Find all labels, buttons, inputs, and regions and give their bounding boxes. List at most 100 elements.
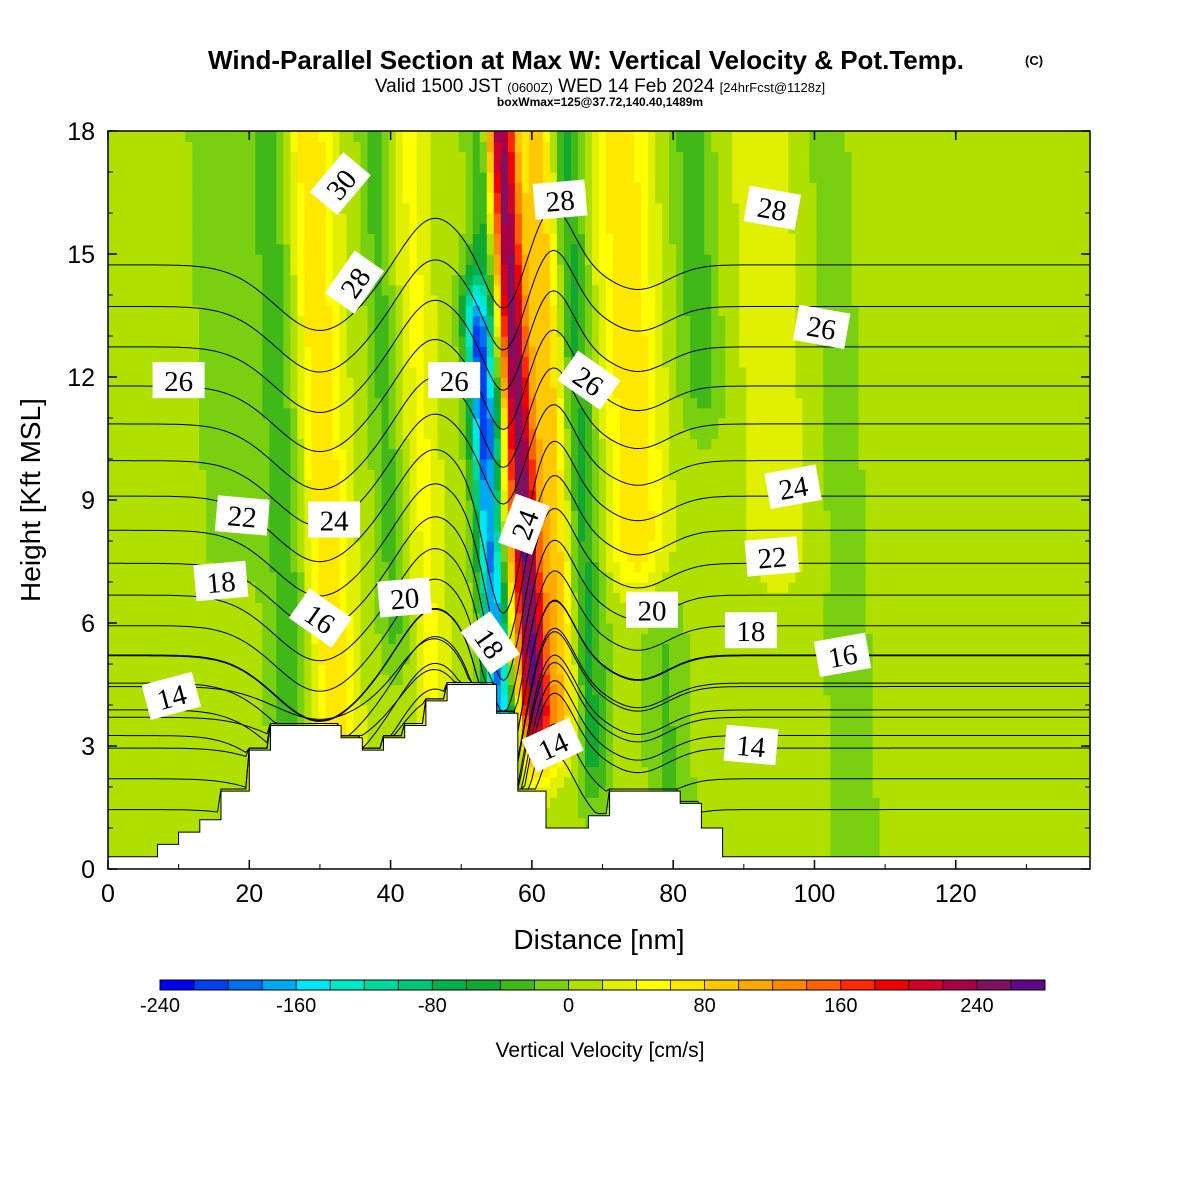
field-cell (164, 807, 172, 819)
field-cell (269, 254, 277, 265)
field-cell (507, 161, 516, 173)
field-cell (171, 141, 179, 153)
field-cell (269, 705, 277, 716)
field-cell (255, 705, 263, 716)
field-cell (318, 305, 327, 317)
field-cell (353, 397, 362, 409)
field-cell (143, 787, 151, 798)
field-cell (157, 602, 165, 614)
field-cell (486, 336, 495, 347)
field-cell (143, 807, 151, 819)
field-cell (164, 325, 172, 337)
field-cell (500, 264, 509, 276)
field-cell (325, 541, 334, 552)
field-cell (129, 479, 137, 491)
field-cell (115, 602, 123, 614)
field-cell (297, 295, 305, 306)
field-cell (164, 653, 172, 665)
field-cell (402, 489, 411, 501)
field-cell (388, 243, 397, 255)
field-cell (367, 428, 376, 440)
field-cell (535, 141, 544, 153)
field-cell (465, 356, 474, 368)
field-cell (395, 459, 404, 470)
field-cell (283, 315, 291, 327)
field-cell (164, 407, 172, 419)
field-cell (444, 541, 453, 552)
field-cell (311, 377, 320, 388)
field-cell (255, 653, 263, 665)
field-cell (283, 561, 291, 573)
field-cell (178, 633, 186, 645)
field-cell (570, 274, 579, 286)
field-cell (556, 694, 565, 706)
field-cell (521, 571, 530, 583)
field-cell (143, 735, 151, 747)
field-cell (514, 305, 523, 317)
field-cell (136, 131, 144, 142)
field-cell (241, 735, 249, 747)
field-cell (486, 592, 495, 604)
field-cell (549, 459, 558, 470)
field-cell (395, 623, 404, 634)
field-cell (472, 674, 481, 686)
field-cell (402, 479, 411, 491)
field-cell (339, 469, 348, 481)
field-cell (283, 141, 291, 153)
field-cell (556, 336, 565, 347)
field-cell (220, 182, 228, 194)
field-cell (409, 510, 418, 522)
field-cell (402, 346, 411, 358)
field-cell (542, 459, 551, 470)
field-cell (395, 346, 404, 358)
field-cell (360, 551, 369, 563)
field-cell (500, 274, 509, 286)
field-cell (157, 715, 165, 727)
field-cell (276, 377, 284, 388)
field-cell (234, 612, 242, 624)
field-cell (493, 582, 502, 593)
field-cell (563, 623, 572, 634)
field-cell (297, 131, 305, 142)
field-cell (577, 551, 586, 563)
field-cell (584, 151, 593, 163)
field-cell (206, 223, 214, 235)
field-cell (129, 325, 137, 337)
field-cell (402, 428, 411, 440)
field-cell (220, 243, 228, 255)
field-cell (409, 428, 418, 440)
field-cell (479, 223, 488, 235)
field-cell (122, 141, 130, 153)
field-cell (192, 284, 200, 296)
field-cell (171, 346, 179, 358)
field-cell (304, 418, 313, 429)
field-cell (136, 735, 144, 747)
field-cell (402, 387, 411, 399)
field-cell (150, 182, 158, 194)
field-cell (402, 561, 411, 573)
field-cell (171, 653, 179, 665)
field-cell (269, 664, 277, 675)
field-cell (374, 192, 383, 204)
field-cell (297, 397, 305, 409)
field-cell (542, 356, 551, 368)
field-cell (493, 561, 502, 573)
field-cell (164, 817, 172, 829)
field-cell (304, 336, 313, 347)
field-cell (276, 141, 284, 153)
field-cell (388, 366, 397, 378)
field-cell (269, 582, 277, 593)
field-cell (206, 479, 214, 491)
field-cell (458, 407, 467, 419)
field-cell (213, 776, 221, 788)
field-cell (465, 315, 474, 327)
field-cell (290, 151, 298, 163)
field-cell (549, 377, 558, 388)
field-cell (542, 715, 551, 727)
field-cell (129, 612, 137, 624)
field-cell (234, 479, 242, 491)
field-cell (108, 602, 116, 614)
field-cell (248, 387, 256, 399)
field-cell (409, 315, 418, 327)
field-cell (171, 459, 179, 470)
